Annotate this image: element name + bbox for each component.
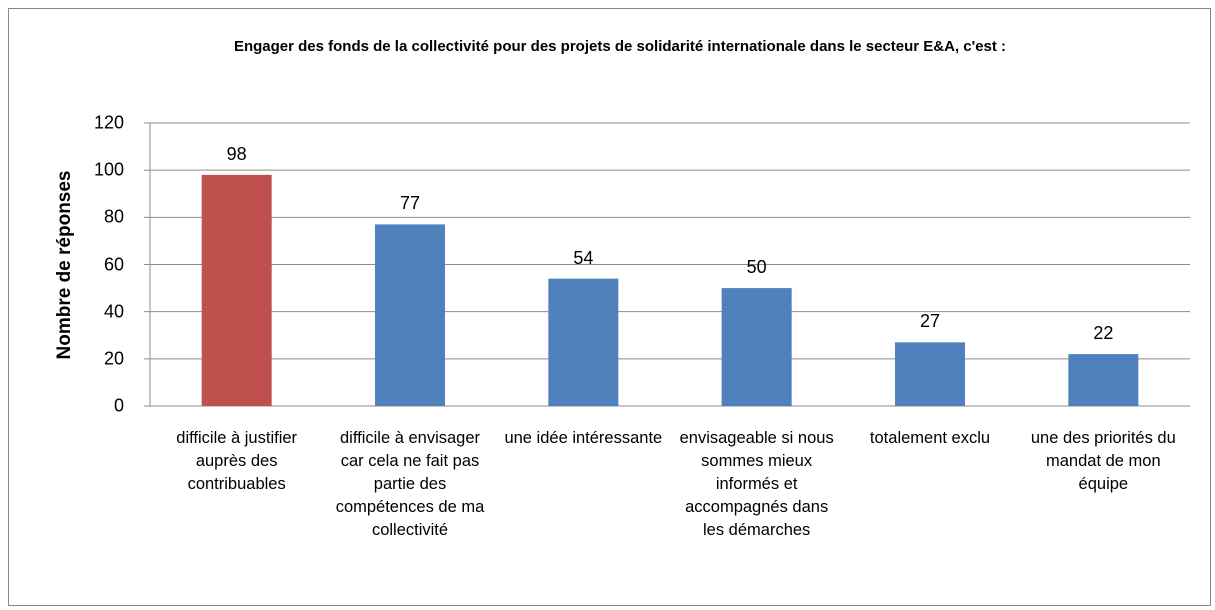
y-tick-label: 100	[93, 159, 124, 180]
data-label: 27	[919, 311, 941, 332]
bar	[548, 278, 619, 406]
x-tick-label: difficile à justifier auprès des contrib…	[176, 429, 298, 493]
bar	[721, 288, 792, 406]
x-tick-label: totalement exclu	[869, 429, 991, 447]
bar	[201, 174, 272, 406]
data-label: 50	[746, 257, 767, 278]
bar	[375, 224, 445, 406]
data-label: 54	[573, 247, 594, 268]
data-label: 22	[1093, 323, 1114, 344]
chart-frame	[8, 8, 1211, 606]
y-tick-label: 80	[103, 206, 124, 227]
y-tick-label: 40	[103, 301, 124, 322]
y-tick-label: 120	[93, 112, 124, 133]
bar	[895, 342, 965, 406]
y-tick-label: 0	[113, 395, 124, 416]
y-tick-label: 60	[103, 254, 124, 274]
x-tick-label: difficile à envisager car cela ne fait p…	[335, 429, 485, 539]
x-tick-label: une des priorités du mandat de mon équip…	[1030, 429, 1176, 493]
data-label: 98	[226, 143, 247, 164]
data-label: 77	[399, 193, 421, 214]
y-axis-label: Nombre de réponses	[54, 170, 75, 360]
chart-title: Engager des fonds de la collectivité pou…	[233, 38, 1007, 55]
x-tick-label: une idée intéressante	[504, 429, 663, 447]
y-tick-label: 20	[103, 348, 124, 369]
x-tick-label: envisageable si nous sommes mieux inform…	[679, 429, 834, 539]
bar	[1068, 354, 1139, 406]
